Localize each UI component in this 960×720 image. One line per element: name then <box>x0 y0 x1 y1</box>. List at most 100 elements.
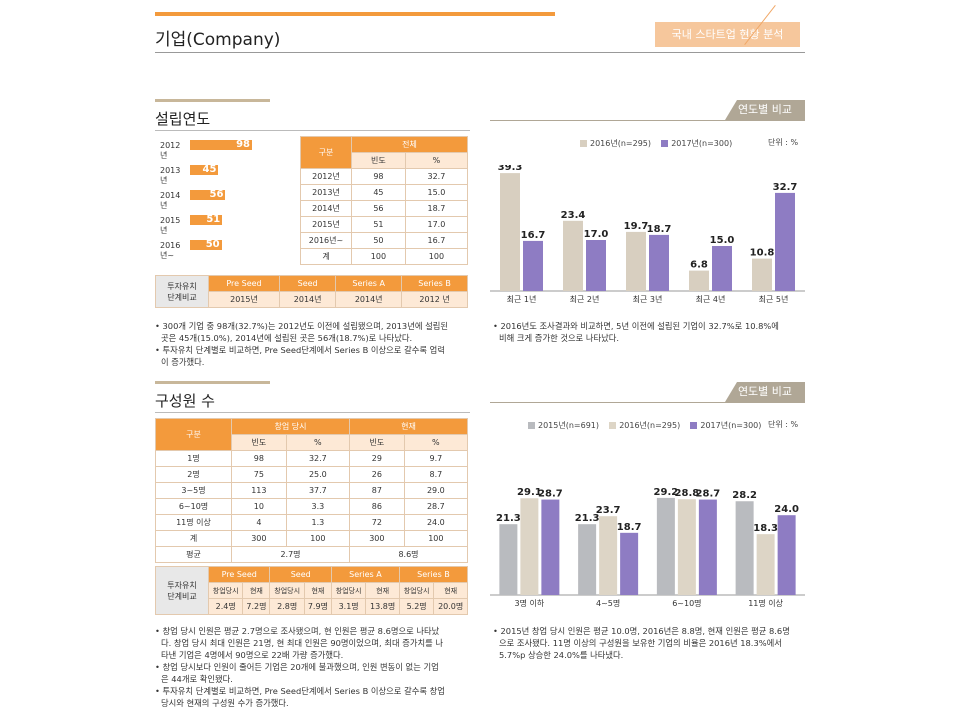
founding-title: 설립연도 <box>155 110 211 128</box>
table-cell: 100 <box>403 530 469 547</box>
table-header-freq: 빈도 <box>348 434 405 451</box>
table-cell: 2014년 <box>300 200 352 217</box>
stage-head: Series B <box>401 275 468 292</box>
table-row: 계 300 100 300 100 <box>155 530 469 547</box>
data-label: 18.7 <box>647 224 672 235</box>
data-label: 17.0 <box>584 229 609 240</box>
note-line: • 창업 당시보다 인원이 줄어든 기업은 20개에 불과했으며, 인원 변동이… <box>155 662 439 672</box>
bar-label: 2012년 <box>160 141 181 160</box>
section-tag: 국내 스타트업 현황 분석 <box>655 22 800 47</box>
data-label: 15.0 <box>710 235 735 246</box>
stage-value: 5.2명 <box>398 598 435 615</box>
table-cell: 28.7 <box>403 498 469 515</box>
data-label: 21.3 <box>496 513 521 524</box>
data-label: 39.3 <box>498 165 523 173</box>
table-cell: 계 <box>155 530 232 547</box>
table-cell: 32.7 <box>285 450 350 467</box>
table-cell: 98 <box>351 168 406 185</box>
category-label: 최근 2년 <box>570 294 600 304</box>
table-cell: 2015년 <box>300 216 352 233</box>
table-cell: 29.0 <box>403 482 469 499</box>
category-label: 6~10명 <box>672 598 701 608</box>
stage-value: 2012 년 <box>401 291 468 308</box>
bar <box>626 231 646 291</box>
bar-label: 2014년 <box>160 191 181 210</box>
stage-value: 20.0명 <box>433 598 468 615</box>
bar: 50 <box>190 240 222 250</box>
stage-value: 2.4명 <box>207 598 244 615</box>
table-row: 2014년 56 18.7 <box>300 200 469 217</box>
data-label: 21.3 <box>575 513 600 524</box>
table-cell: 2012년 <box>300 168 352 185</box>
note-line: • 2015년 창업 당시 인원은 평균 10.0명, 2016년은 8.8명,… <box>493 626 790 636</box>
chart1-svg: 39.3 16.7 최근 1년 23.4 17.0 최근 2년 19.718.7 최근 3년 6… <box>490 165 805 304</box>
table-cell: 16.7 <box>404 232 469 249</box>
legend-item: 2015년(n=691) <box>528 421 599 430</box>
section-accent-bar <box>155 381 270 384</box>
table-cell: 87 <box>348 482 405 499</box>
table-cell: 32.7 <box>404 168 469 185</box>
bar <box>599 516 618 595</box>
note-line: 이 증가했다. <box>161 357 205 367</box>
header-divider <box>155 52 805 53</box>
bar <box>586 240 606 291</box>
stage-value: 2014년 <box>335 291 403 308</box>
bar-label: 2013년 <box>160 166 181 185</box>
category-label: 최근 3년 <box>633 294 663 304</box>
table-cell: 계 <box>300 248 352 265</box>
founding-table: 구분 전체 빈도 % 2012년 98 32.7 2013년 45 15.0 2014년 56… <box>300 136 469 265</box>
table-row: 11명 이상 4 1.3 72 24.0 <box>155 514 469 531</box>
note-line: 다. 창업 당시 최대 인원은 21명, 현 최대 인원은 90명이었으며, 최… <box>161 638 444 648</box>
stage-head: Series A <box>335 275 403 292</box>
stage-label-line2: 단계비교 <box>167 591 197 601</box>
table-cell: 51 <box>351 216 406 233</box>
table-cell: 3~5명 <box>155 482 232 499</box>
stage-subhead: 창업당시 <box>398 582 435 599</box>
table-header-total: 전체 <box>351 136 468 153</box>
founding-divider <box>155 130 470 131</box>
data-label: 29.1 <box>517 487 542 498</box>
stage-value: 7.2명 <box>242 598 271 615</box>
table-cell: 4 <box>231 514 287 531</box>
compare-divider <box>490 120 805 121</box>
bar <box>563 220 583 291</box>
table-cell: 24.0 <box>403 514 469 531</box>
table-cell: 15.0 <box>404 184 469 201</box>
table-cell: 300 <box>348 530 405 547</box>
members-title: 구성원 수 <box>155 392 215 410</box>
founding-notes: • 300개 기업 중 98개(32.7%)는 2012년도 이전에 설립됐으며… <box>155 320 475 368</box>
table-cell: 8.7 <box>403 466 469 483</box>
legend-item: 2016년(n=295) <box>609 421 680 430</box>
members-notes: • 창업 당시 인원은 평균 2.7명으로 조사됐으며, 현 인원은 평균 8.… <box>155 625 475 709</box>
table-cell: 17.0 <box>404 216 469 233</box>
table-cell: 2016년~ <box>300 232 352 249</box>
bar-label: 2015년 <box>160 216 181 235</box>
table-cell: 6~10명 <box>155 498 232 515</box>
note-line: • 투자유치 단계별로 비교하면, Pre Seed단계에서 Series B … <box>155 345 445 355</box>
table-cell: 56 <box>351 200 406 217</box>
stage-subhead: 창업당시 <box>330 582 367 599</box>
stage-head: Series B <box>398 566 469 583</box>
note-line: 비해 크게 증가한 것으로 나타났다. <box>499 333 620 343</box>
bar <box>520 498 539 595</box>
bar <box>677 499 696 595</box>
note-line: • 2016년도 조사결과와 비교하면, 5년 이전에 설립된 기업이 32.7… <box>493 321 779 331</box>
category-label: 최근 5년 <box>759 294 789 304</box>
table-row: 계 100 100 <box>300 248 469 265</box>
founding-bar-chart: 2012년 98 2013년 45 2014년 56 2015년 51 2016년~ 50 <box>160 140 300 270</box>
table-cell: 1명 <box>155 450 232 467</box>
table-cell: 10 <box>231 498 287 515</box>
members-table: 구분 창업 당시 현재 빈도 % 빈도 % 1명 98 32.7 29 9.7 2명 75 2… <box>155 418 469 563</box>
bar <box>523 240 543 291</box>
bar <box>735 501 754 595</box>
compare-divider <box>490 402 805 403</box>
section-accent-bar <box>155 99 270 102</box>
stage-subhead: 현재 <box>433 582 468 599</box>
table-cell: 25.0 <box>285 466 350 483</box>
founding-stage-table: 투자유치 단계비교 Pre Seed Seed Series A Series … <box>155 275 468 308</box>
bar <box>649 234 669 291</box>
table-cell: 45 <box>351 184 406 201</box>
data-label: 24.0 <box>774 504 799 515</box>
avg-label: 평균 <box>155 546 232 563</box>
table-header-gubun: 구분 <box>300 136 352 169</box>
